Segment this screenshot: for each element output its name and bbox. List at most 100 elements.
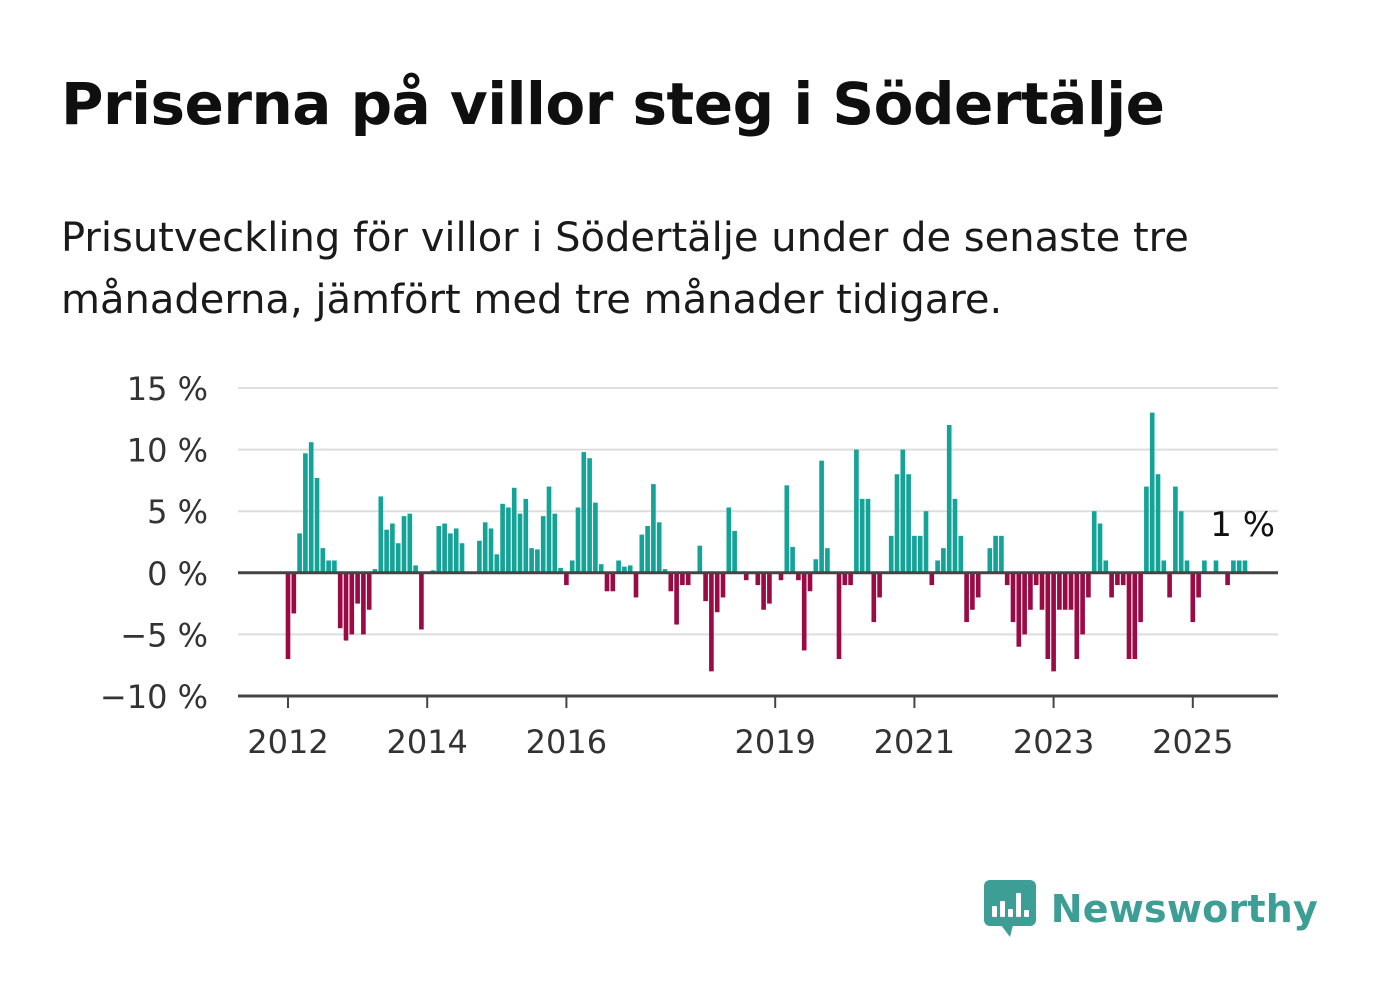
bar (906, 474, 911, 573)
bar (320, 548, 326, 573)
bar (593, 502, 598, 573)
bar (842, 572, 848, 586)
bar (946, 424, 952, 573)
bar (529, 548, 534, 573)
bar (506, 507, 511, 573)
bar (796, 572, 801, 581)
bar (952, 498, 958, 573)
bar (1016, 572, 1022, 647)
bar (1033, 572, 1039, 586)
bar (366, 572, 372, 610)
bar (1138, 572, 1143, 623)
grid-lines (238, 387, 1278, 636)
bar (535, 549, 540, 573)
bar (685, 572, 691, 586)
bar (569, 560, 575, 573)
bar (1225, 572, 1230, 586)
bar (1022, 572, 1027, 635)
bar (378, 496, 384, 573)
bar (790, 546, 795, 573)
bar (999, 535, 1004, 573)
bar (1132, 572, 1138, 660)
bar (819, 460, 824, 573)
bar (848, 572, 853, 586)
bar (1004, 572, 1010, 586)
bars (285, 412, 1248, 672)
bar (523, 498, 529, 573)
bar (1149, 412, 1155, 573)
bar (564, 572, 569, 586)
bar (1057, 572, 1062, 610)
bar (604, 572, 610, 592)
bar (801, 572, 807, 651)
bar (662, 569, 668, 573)
bar (929, 572, 935, 586)
bar (778, 572, 784, 581)
bar (1091, 511, 1097, 573)
bar (407, 513, 413, 573)
y-tick-label: 0 % (147, 555, 208, 593)
axes (238, 571, 1278, 708)
bar (477, 540, 482, 573)
x-tick-label: 2019 (734, 723, 815, 761)
bar (488, 528, 494, 573)
bar (303, 453, 308, 573)
bar (1103, 560, 1109, 573)
bar (517, 513, 523, 573)
x-tick-label: 2021 (874, 723, 955, 761)
bar (854, 449, 859, 573)
bar (894, 474, 900, 573)
bar (552, 513, 558, 573)
bar (500, 503, 505, 573)
bar (622, 566, 627, 573)
bar (285, 572, 291, 660)
bar (448, 533, 453, 573)
bar (732, 530, 737, 573)
bar (674, 572, 679, 625)
bar (308, 442, 314, 573)
bar (900, 449, 906, 573)
bar (558, 567, 563, 573)
bar (581, 452, 587, 573)
bar (436, 525, 442, 573)
bar (494, 554, 500, 573)
bar (1155, 474, 1161, 573)
bar (355, 572, 360, 604)
bar (1236, 560, 1242, 573)
bar (1068, 572, 1074, 610)
x-tick-label: 2023 (1013, 723, 1094, 761)
last-value-label: 1 % (1210, 505, 1275, 545)
bar (1173, 486, 1178, 573)
bar (1231, 560, 1236, 573)
bar (459, 543, 465, 573)
bar (1109, 572, 1114, 598)
bar (343, 572, 349, 641)
y-tick-label: 10 % (127, 432, 208, 470)
bar (540, 516, 546, 573)
bar (1086, 572, 1091, 598)
bar (419, 572, 424, 630)
bar (917, 535, 923, 573)
bar (442, 523, 447, 573)
bar (639, 534, 645, 573)
bar (813, 559, 819, 573)
bar (958, 535, 964, 573)
bar (720, 572, 726, 598)
bar (401, 516, 407, 573)
bar (291, 572, 297, 614)
bar (935, 560, 940, 573)
bar (332, 560, 337, 573)
bar (511, 487, 517, 573)
y-tick-label: 15 % (127, 370, 208, 408)
bar (297, 533, 302, 573)
x-tick-label: 2014 (386, 723, 467, 761)
bar (1039, 572, 1045, 610)
bar (1144, 486, 1149, 573)
x-tick-label: 2016 (526, 723, 607, 761)
bar (668, 572, 674, 592)
bar (616, 560, 621, 573)
bar-chart-speech-bubble-icon (983, 880, 1036, 937)
bar (761, 572, 766, 610)
bar (888, 535, 894, 573)
bar (877, 572, 882, 598)
